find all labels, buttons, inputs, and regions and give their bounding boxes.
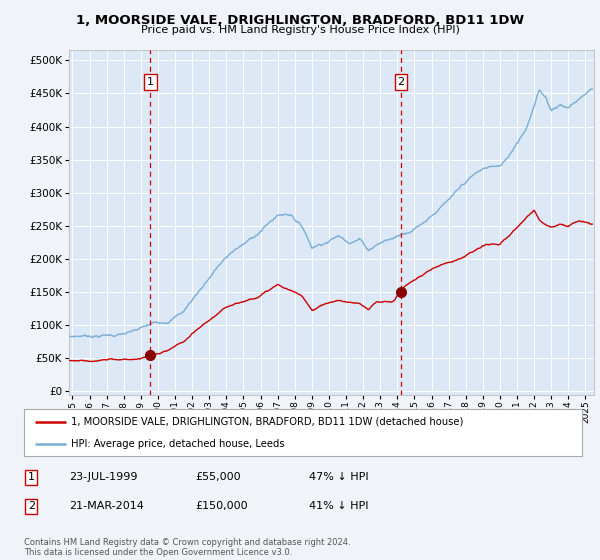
Text: 41% ↓ HPI: 41% ↓ HPI bbox=[309, 501, 368, 511]
Text: 1, MOORSIDE VALE, DRIGHLINGTON, BRADFORD, BD11 1DW (detached house): 1, MOORSIDE VALE, DRIGHLINGTON, BRADFORD… bbox=[71, 417, 464, 427]
Text: 21-MAR-2014: 21-MAR-2014 bbox=[69, 501, 144, 511]
Text: 1, MOORSIDE VALE, DRIGHLINGTON, BRADFORD, BD11 1DW: 1, MOORSIDE VALE, DRIGHLINGTON, BRADFORD… bbox=[76, 14, 524, 27]
Text: Price paid vs. HM Land Registry's House Price Index (HPI): Price paid vs. HM Land Registry's House … bbox=[140, 25, 460, 35]
Text: £55,000: £55,000 bbox=[195, 472, 241, 482]
Text: £150,000: £150,000 bbox=[195, 501, 248, 511]
Text: HPI: Average price, detached house, Leeds: HPI: Average price, detached house, Leed… bbox=[71, 438, 285, 449]
Text: 2: 2 bbox=[398, 77, 404, 87]
Text: 2: 2 bbox=[28, 501, 35, 511]
Text: 1: 1 bbox=[28, 472, 35, 482]
Text: 1: 1 bbox=[147, 77, 154, 87]
Text: 47% ↓ HPI: 47% ↓ HPI bbox=[309, 472, 368, 482]
Text: 23-JUL-1999: 23-JUL-1999 bbox=[69, 472, 137, 482]
Text: Contains HM Land Registry data © Crown copyright and database right 2024.
This d: Contains HM Land Registry data © Crown c… bbox=[24, 538, 350, 557]
